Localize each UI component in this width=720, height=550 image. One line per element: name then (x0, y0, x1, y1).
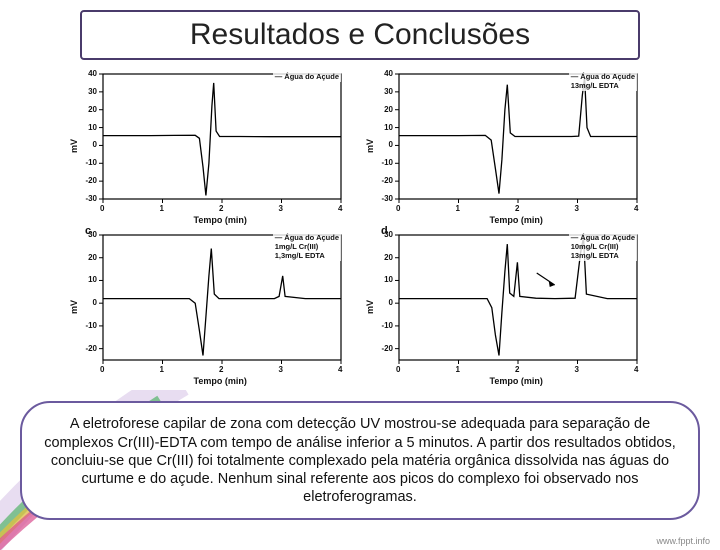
y-tick-label: 20 (384, 253, 393, 262)
x-tick-label: 3 (279, 204, 283, 213)
x-tick-label: 3 (575, 204, 579, 213)
y-tick-label: 30 (88, 87, 97, 96)
y-tick-label: 10 (384, 275, 393, 284)
y-tick-label: -20 (85, 344, 97, 353)
y-tick-label: 40 (88, 69, 97, 78)
x-axis-label: Tempo (min) (194, 376, 247, 386)
page-title: Resultados e Conclusões (92, 18, 628, 52)
chart-legend: — Água do Açude 13mg/L EDTA (569, 71, 637, 91)
x-tick-label: 2 (515, 204, 519, 213)
y-tick-label: -20 (85, 176, 97, 185)
x-tick-label: 0 (100, 365, 104, 374)
y-tick-label: -10 (85, 158, 97, 167)
y-tick-label: 20 (88, 253, 97, 262)
y-tick-label: 0 (389, 298, 393, 307)
y-tick-label: 20 (88, 105, 97, 114)
y-tick-label: 10 (88, 123, 97, 132)
y-axis-label: mV (365, 138, 375, 152)
conclusion-box: A eletroforese capilar de zona com detec… (20, 401, 700, 520)
x-tick-label: 3 (575, 365, 579, 374)
y-tick-label: 30 (384, 87, 393, 96)
chart-panel-a: -30 -20 -10 0 10 20 30 40 0 1 2 3 4 mV Tempo (min) — Ág… (69, 68, 349, 223)
y-tick-label: 40 (384, 69, 393, 78)
y-tick-label: 0 (93, 298, 97, 307)
y-tick-label: -10 (85, 321, 97, 330)
y-tick-label: -30 (381, 194, 393, 203)
chart-legend: — Água do Açude (273, 71, 341, 82)
y-tick-label: -20 (381, 176, 393, 185)
x-tick-label: 4 (634, 204, 638, 213)
x-axis-label: Tempo (min) (490, 215, 543, 225)
y-axis-label: mV (69, 138, 79, 152)
x-tick-label: 0 (396, 365, 400, 374)
x-tick-label: 0 (100, 204, 104, 213)
y-tick-label: -10 (381, 321, 393, 330)
x-axis-label: Tempo (min) (490, 376, 543, 386)
title-container: Resultados e Conclusões (80, 10, 640, 60)
chart-legend: — Água do Açude 1mg/L Cr(III) 1,3mg/L ED… (273, 232, 341, 261)
x-tick-label: 0 (396, 204, 400, 213)
y-tick-label: -20 (381, 344, 393, 353)
x-tick-label: 3 (279, 365, 283, 374)
y-tick-label: 0 (93, 140, 97, 149)
chart-panel-d: -20-10010203001234mVTempo (min)— Água do… (365, 229, 645, 384)
x-tick-label: 4 (634, 365, 638, 374)
chart-panel-b: -30 -20 -10 0 10 20 30 40 0 1 2 3 4 mV Tempo (min) — Ág… (365, 68, 645, 223)
panel-letter: d (381, 225, 401, 237)
x-tick-label: 1 (160, 204, 164, 213)
x-tick-label: 1 (160, 365, 164, 374)
chart-panel-c: -20-10010203001234mVTempo (min)— Água do… (69, 229, 349, 384)
x-tick-label: 2 (515, 365, 519, 374)
panel-letter: c (85, 225, 91, 237)
y-tick-label: 0 (389, 140, 393, 149)
y-axis-label: mV (365, 299, 375, 313)
x-axis-label: Tempo (min) (194, 215, 247, 225)
charts-grid: -30-20-1001020304001234mVTempo (min)— Ág… (65, 68, 655, 384)
x-tick-label: 1 (456, 365, 460, 374)
y-tick-label: 10 (384, 123, 393, 132)
x-tick-label: 2 (219, 365, 223, 374)
x-tick-label: 2 (219, 204, 223, 213)
y-axis-label: mV (69, 299, 79, 313)
x-tick-label: 4 (338, 365, 342, 374)
footer-attribution: www.fppt.info (656, 536, 710, 546)
chart-legend: — Água do Açude 10mg/L Cr(III) 13mg/L ED… (569, 232, 637, 261)
x-tick-label: 4 (338, 204, 342, 213)
y-tick-label: 10 (88, 275, 97, 284)
conclusion-text: A eletroforese capilar de zona com detec… (44, 416, 676, 505)
x-tick-label: 1 (456, 204, 460, 213)
y-tick-label: 20 (384, 105, 393, 114)
y-tick-label: -30 (85, 194, 97, 203)
y-tick-label: -10 (381, 158, 393, 167)
